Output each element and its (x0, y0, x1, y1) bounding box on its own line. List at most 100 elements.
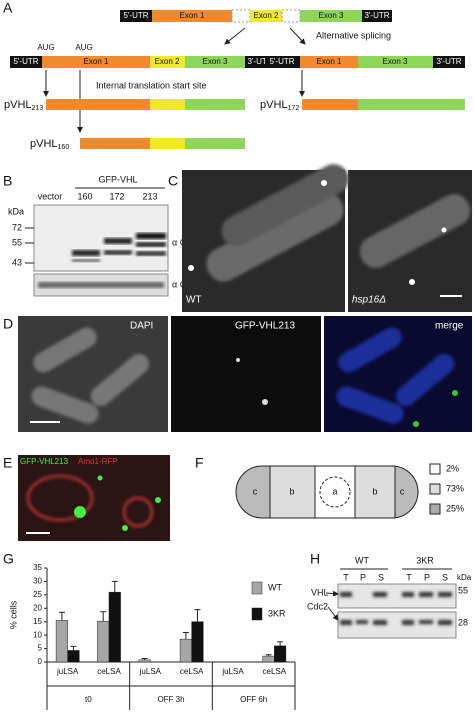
panel-label: B (3, 173, 12, 189)
bar (138, 659, 151, 663)
segment-label: 5'-UTR (269, 57, 294, 66)
protein-sub: 213 (32, 105, 44, 112)
region-label: b (289, 486, 294, 496)
group-label: OFF 6h (240, 695, 267, 704)
y-tick-label: 20 (33, 603, 42, 612)
segment-label: Exon 2 (155, 57, 180, 66)
lane-label: 213 (142, 191, 157, 201)
panel-label: E (3, 455, 12, 471)
image-label: merge (435, 321, 464, 332)
transcript-left: 5'-UTR Exon 1 Exon 2 Exon 3 3'-UTR AUG A… (10, 43, 275, 133)
lane-label: 160 (77, 191, 92, 201)
annotation: Alternative splicing (316, 30, 391, 40)
segment-label: Exon 2 (254, 11, 279, 20)
lane-label: P (360, 572, 366, 582)
group-label: WT (355, 555, 369, 565)
y-tick-label: 15 (33, 617, 42, 626)
protein-label: VHL (311, 587, 329, 597)
marker-label: 43 (12, 257, 22, 267)
image-label: GFP-VHL213 (235, 321, 295, 332)
image-label: WT (186, 295, 202, 306)
panel-label: C (168, 173, 178, 189)
western-blot-b: GFP-VHL vector 160 172 213 kDa 72 55 43 … (8, 174, 201, 297)
micrograph-e: GFP-VHL213 Amo1-RFP (18, 455, 170, 541)
lane-label: P (424, 572, 430, 582)
group-label: 3KR (416, 555, 434, 565)
x-tick-label: ceLSA (97, 667, 121, 676)
bar (97, 620, 110, 663)
region-label: c (400, 486, 405, 496)
western-blot-h: WT 3KR T P S T P S kDa 55 28 VHL Cdc2 (307, 555, 472, 639)
aug-label: AUG (75, 43, 92, 52)
legend-label: WT (268, 582, 282, 592)
bar (67, 650, 80, 663)
x-tick-label: juLSA (221, 667, 244, 676)
image-label: DAPI (130, 321, 153, 332)
panel-label: H (310, 551, 320, 567)
micrograph-d: DAPI GFP-VHL213 merge (18, 316, 472, 432)
image-label: hsp16Δ (352, 295, 386, 306)
protein-label: pVHL213 (4, 99, 43, 112)
protein-label: Cdc2 (307, 601, 328, 611)
bar (274, 645, 287, 663)
protein-name: pVHL (30, 138, 58, 150)
aug-label: AUG (37, 43, 54, 52)
region-label: a (332, 486, 337, 496)
marker-label: 28 (458, 617, 468, 627)
transcript-right: 5'-UTR Exon 1 Exon 3 3'-UTR (265, 56, 465, 97)
y-tick-label: 0 (38, 657, 43, 666)
segment-label: Exon 1 (84, 57, 109, 66)
image-label: GFP-VHL213 (20, 457, 69, 466)
panel-label: F (195, 455, 204, 471)
legend-label: 73% (446, 483, 464, 493)
protein-name: pVHL (260, 99, 288, 111)
lane-label: T (343, 572, 349, 582)
lane-label: vector (38, 191, 63, 201)
lane-label: T (406, 572, 412, 582)
legend-swatch (251, 607, 263, 621)
protein-sub: 160 (58, 144, 70, 151)
bar-chart: % cells 0 5 10 15 20 25 30 35 juLSA ceLSA juLSA ceL… (8, 563, 296, 710)
x-tick-label: juLSA (139, 667, 162, 676)
y-tick-label: 35 (33, 563, 42, 572)
y-tick-label: 10 (33, 630, 42, 639)
legend-label: 25% (446, 503, 464, 513)
legend-label: 2% (446, 463, 459, 473)
image-label: Amo1-RFP (78, 457, 118, 466)
y-axis-title: % cells (8, 600, 18, 629)
segment-label: 5'-UTR (123, 11, 148, 20)
region-label: c (253, 486, 258, 496)
annotation: Internal translation start site (96, 80, 207, 90)
y-tick-label: 30 (33, 577, 42, 586)
y-tick-label: 5 (38, 644, 43, 653)
bar (108, 591, 121, 663)
segment-label: 3'-UTR (247, 57, 272, 66)
kda-label: kDa (457, 573, 472, 582)
segment-label: 3'-UTR (364, 11, 389, 20)
segment-label: Exon 3 (383, 57, 408, 66)
gene-diagram: 5'-UTR Exon 1 Exon 2 Exon 3 3'-UTR Alter… (120, 9, 392, 45)
region-label: b (372, 486, 377, 496)
protein-name: pVHL (4, 99, 32, 111)
segment-label: 5'-UTR (13, 57, 38, 66)
proteins: pVHL213 pVHL160 pVHL172 (4, 99, 465, 151)
lane-label: S (378, 572, 384, 582)
x-tick-label: juLSA (56, 667, 79, 676)
marker-label: 72 (12, 222, 22, 232)
panel-label: G (3, 551, 14, 567)
bar (179, 638, 192, 663)
legend-label: 3KR (268, 608, 286, 618)
protein-label: pVHL172 (260, 99, 299, 112)
marker-label: 55 (12, 237, 22, 247)
lane-label: S (442, 572, 448, 582)
bar (191, 621, 204, 663)
y-tick-label: 25 (33, 590, 42, 599)
micrograph-c: WT hsp16Δ (182, 164, 472, 312)
construct-label: GFP-VHL (98, 174, 137, 184)
group-label: OFF 3h (157, 695, 184, 704)
x-tick-label: ceLSA (180, 667, 204, 676)
legend-swatch (251, 581, 263, 595)
lane-label: 172 (109, 191, 124, 201)
segment-label: Exon 3 (319, 11, 344, 20)
